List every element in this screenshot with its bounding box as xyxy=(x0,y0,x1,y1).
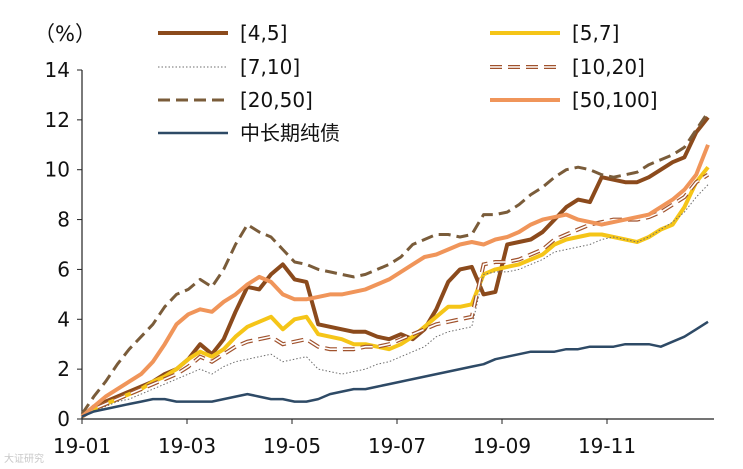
legend-label: [20,50] xyxy=(240,88,313,112)
legend-label: [10,20] xyxy=(572,55,645,79)
x-tick-label: 19-03 xyxy=(158,434,216,458)
series-line xyxy=(80,165,710,419)
x-tick-label: 19-09 xyxy=(473,434,531,458)
watermark: 大证研究 xyxy=(4,454,44,465)
x-tick-label: 19-11 xyxy=(578,434,636,458)
y-tick-label: 4 xyxy=(57,307,70,331)
series-line xyxy=(81,184,709,417)
y-tick-label: 14 xyxy=(45,58,70,82)
y-tick-label: 2 xyxy=(57,357,70,381)
y-tick-label: 6 xyxy=(57,257,70,281)
series-line xyxy=(80,144,710,419)
y-axis-label: （%） xyxy=(34,22,96,46)
legend-label: 中长期纯债 xyxy=(240,121,340,145)
series-line xyxy=(81,174,709,418)
x-tick-label: 19-01 xyxy=(53,434,111,458)
legend-label: [4,5] xyxy=(240,21,287,45)
y-tick-label: 10 xyxy=(45,158,70,182)
legend-label: [7,10] xyxy=(240,55,300,79)
y-tick-label: 8 xyxy=(57,208,70,232)
y-tick-label: 0 xyxy=(57,407,70,431)
axes: 0 2 4 6 8 10 12 14 （%） 19-01 19-03 19-05 19-07 19-09 1… xyxy=(34,22,714,458)
legend-label: [50,100] xyxy=(572,88,658,112)
legend: [4,5] [5,7] [7,10] [10,20] [20,50] [50,100] 中长… xyxy=(158,21,658,145)
series-line xyxy=(80,111,710,415)
x-tick-label: 19-07 xyxy=(368,434,426,458)
x-tick-label: 19-05 xyxy=(263,434,321,458)
series-layer xyxy=(80,111,710,419)
legend-label: [5,7] xyxy=(572,21,619,45)
y-tick-label: 12 xyxy=(45,108,70,132)
series-line xyxy=(81,320,709,418)
